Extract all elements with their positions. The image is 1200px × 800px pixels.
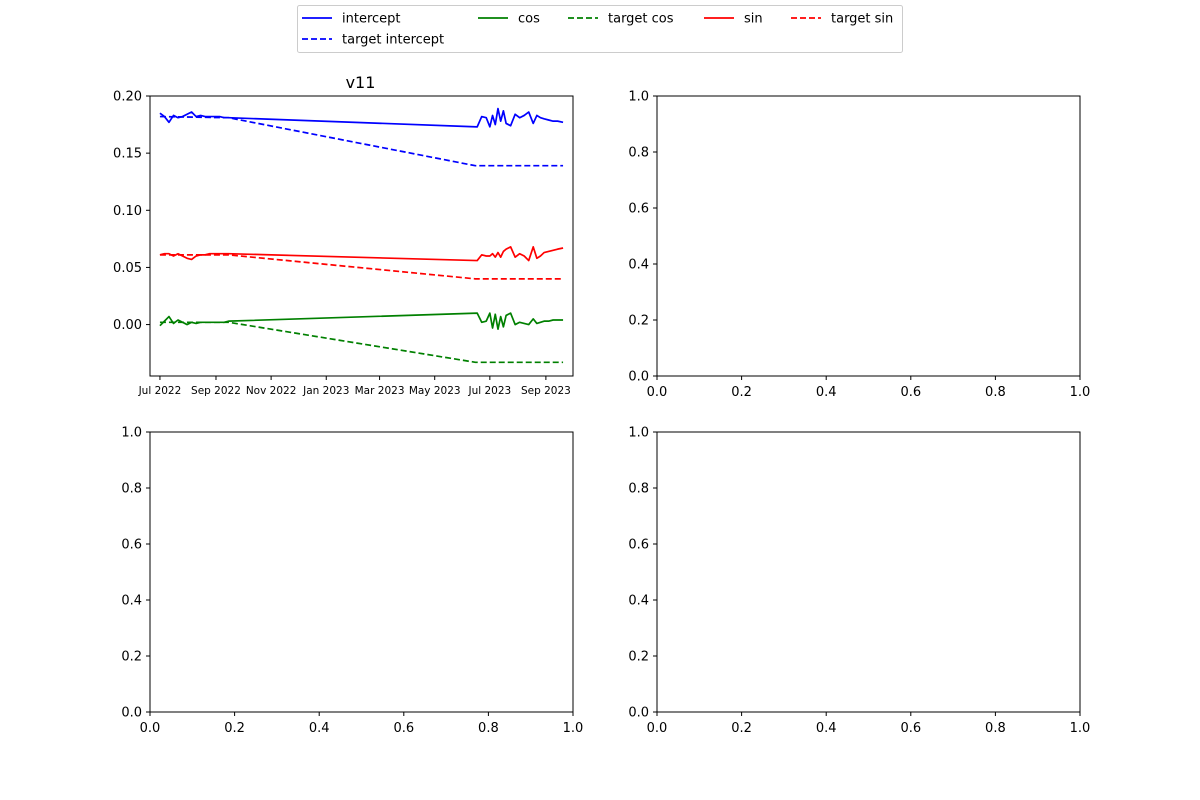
y-tick-label: 0.00	[113, 318, 142, 333]
x-tick-label: 0.4	[309, 721, 330, 736]
y-tick-label: 0.15	[113, 147, 142, 162]
legend-label-target-intercept: target intercept	[342, 33, 444, 48]
subplot-bottom-left: 0.0 0.2 0.4 0.6 0.8 1.0 0.0 0.2 0.4 0.6 0.8 1.0	[121, 426, 583, 737]
legend-entry-sin: sin	[704, 12, 763, 27]
x-tick-label: 0.6	[900, 721, 921, 736]
x-tick-label: 0.8	[478, 721, 499, 736]
y-tick-label: 1.0	[628, 426, 649, 441]
y-tick-label: 0.2	[628, 650, 649, 665]
y-tick-label: 0.0	[121, 706, 142, 721]
x-tick-label: 0.8	[985, 721, 1006, 736]
plot-area	[150, 96, 573, 376]
legend-entry-target-cos: target cos	[568, 12, 674, 27]
x-tick-label: Sep 2023	[521, 385, 571, 397]
y-tick-label: 0.0	[628, 706, 649, 721]
y-tick-label: 0.4	[628, 258, 649, 273]
series-line-target-cos	[159, 321, 564, 364]
legend-label-target-cos: target cos	[608, 12, 674, 27]
series-line-cos	[159, 312, 564, 330]
legend-frame	[297, 5, 903, 53]
legend-entry-target-sin: target sin	[791, 12, 893, 27]
x-tick-label: 1.0	[563, 721, 584, 736]
axes-frame	[149, 95, 574, 377]
y-tick-label: 0.4	[121, 594, 142, 609]
y-tick-label: 0.8	[628, 146, 649, 161]
x-tick-label: 1.0	[1070, 385, 1091, 400]
x-tick-label: 0.6	[900, 385, 921, 400]
y-tick-label: 0.10	[113, 204, 142, 219]
legend: intercept target intercept cos target cos si…	[297, 5, 903, 53]
x-tick-label: Jul 2023	[467, 385, 511, 397]
y-tick-label: 0.4	[628, 594, 649, 609]
x-tick-label: 0.0	[647, 721, 668, 736]
x-tick-label: 1.0	[1070, 721, 1091, 736]
legend-label-sin: sin	[744, 12, 763, 27]
x-tick-label: 0.2	[731, 721, 752, 736]
y-tick-label: 0.0	[628, 370, 649, 385]
plot-area	[657, 432, 1080, 712]
x-tick-label: Sep 2022	[191, 385, 241, 397]
series-line-target-sin	[159, 254, 564, 280]
legend-label-intercept: intercept	[342, 12, 401, 27]
x-tick-label: 0.4	[816, 721, 837, 736]
legend-label-target-sin: target sin	[831, 12, 893, 27]
x-tick-label: Nov 2022	[246, 385, 297, 397]
legend-entry-cos: cos	[478, 12, 540, 27]
axes-frame	[149, 431, 574, 713]
legend-entry-target-intercept: target intercept	[302, 33, 444, 48]
x-tick-label: Jul 2022	[138, 385, 182, 397]
series-line-target-intercept	[159, 115, 564, 167]
legend-label-cos: cos	[518, 12, 540, 27]
subplot-title: v11	[346, 73, 376, 92]
subplot-v11: Jul 2022 Sep 2022 Nov 2022 Jan 2023 Mar 2023…	[113, 73, 574, 397]
x-tick-label: 0.6	[393, 721, 414, 736]
x-tick-label: May 2023	[409, 385, 461, 397]
plot-area	[150, 432, 573, 712]
x-tick-label: Jan 2023	[302, 385, 349, 397]
x-tick-label: Mar 2023	[355, 385, 405, 397]
y-tick-label: 0.6	[121, 538, 142, 553]
y-tick-label: 0.6	[628, 202, 649, 217]
x-tick-label: 0.2	[224, 721, 245, 736]
plot-area	[657, 96, 1080, 376]
x-tick-label: 0.0	[140, 721, 161, 736]
y-tick-label: 1.0	[121, 426, 142, 441]
series-line-intercept	[159, 107, 564, 128]
y-tick-label: 0.2	[121, 650, 142, 665]
y-tick-label: 0.8	[121, 482, 142, 497]
x-tick-label: 0.8	[985, 385, 1006, 400]
x-tick-label: 0.4	[816, 385, 837, 400]
y-tick-label: 1.0	[628, 90, 649, 105]
y-tick-label: 0.05	[113, 261, 142, 276]
y-tick-label: 0.20	[113, 90, 142, 105]
x-tick-label: 0.2	[731, 385, 752, 400]
series-group	[159, 107, 564, 364]
axes-frame	[656, 431, 1081, 713]
subplot-top-right: 0.0 0.2 0.4 0.6 0.8 1.0 0.0 0.2 0.4 0.6 0.8 1.0	[628, 90, 1090, 401]
x-tick-label: 0.0	[647, 385, 668, 400]
y-tick-label: 0.8	[628, 482, 649, 497]
legend-entry-intercept: intercept	[302, 12, 401, 27]
y-tick-label: 0.2	[628, 314, 649, 329]
axes-frame	[656, 95, 1081, 377]
subplot-bottom-right: 0.0 0.2 0.4 0.6 0.8 1.0 0.0 0.2 0.4 0.6 0.8 1.0	[628, 426, 1090, 737]
series-line-sin	[159, 246, 564, 262]
y-tick-label: 0.6	[628, 538, 649, 553]
